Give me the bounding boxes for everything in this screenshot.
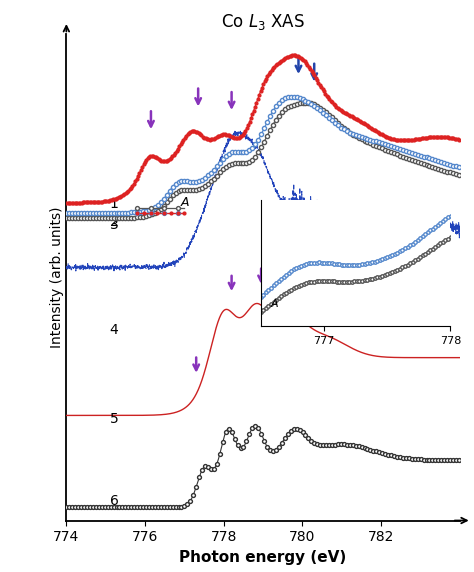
Text: $6$: $6$ [109,494,118,508]
X-axis label: Photon energy (eV): Photon energy (eV) [180,550,346,565]
Text: $A$: $A$ [270,297,279,308]
Text: $4$: $4$ [109,323,118,337]
Title: Co $L_3$ XAS: Co $L_3$ XAS [221,13,305,33]
Text: $2$: $2$ [109,215,118,229]
Text: $3$: $3$ [109,218,118,232]
Text: $1$: $1$ [109,197,118,211]
Text: $5$: $5$ [109,412,118,426]
Text: $A$: $A$ [181,196,191,209]
Y-axis label: Intensity (arb. units): Intensity (arb. units) [50,206,64,348]
